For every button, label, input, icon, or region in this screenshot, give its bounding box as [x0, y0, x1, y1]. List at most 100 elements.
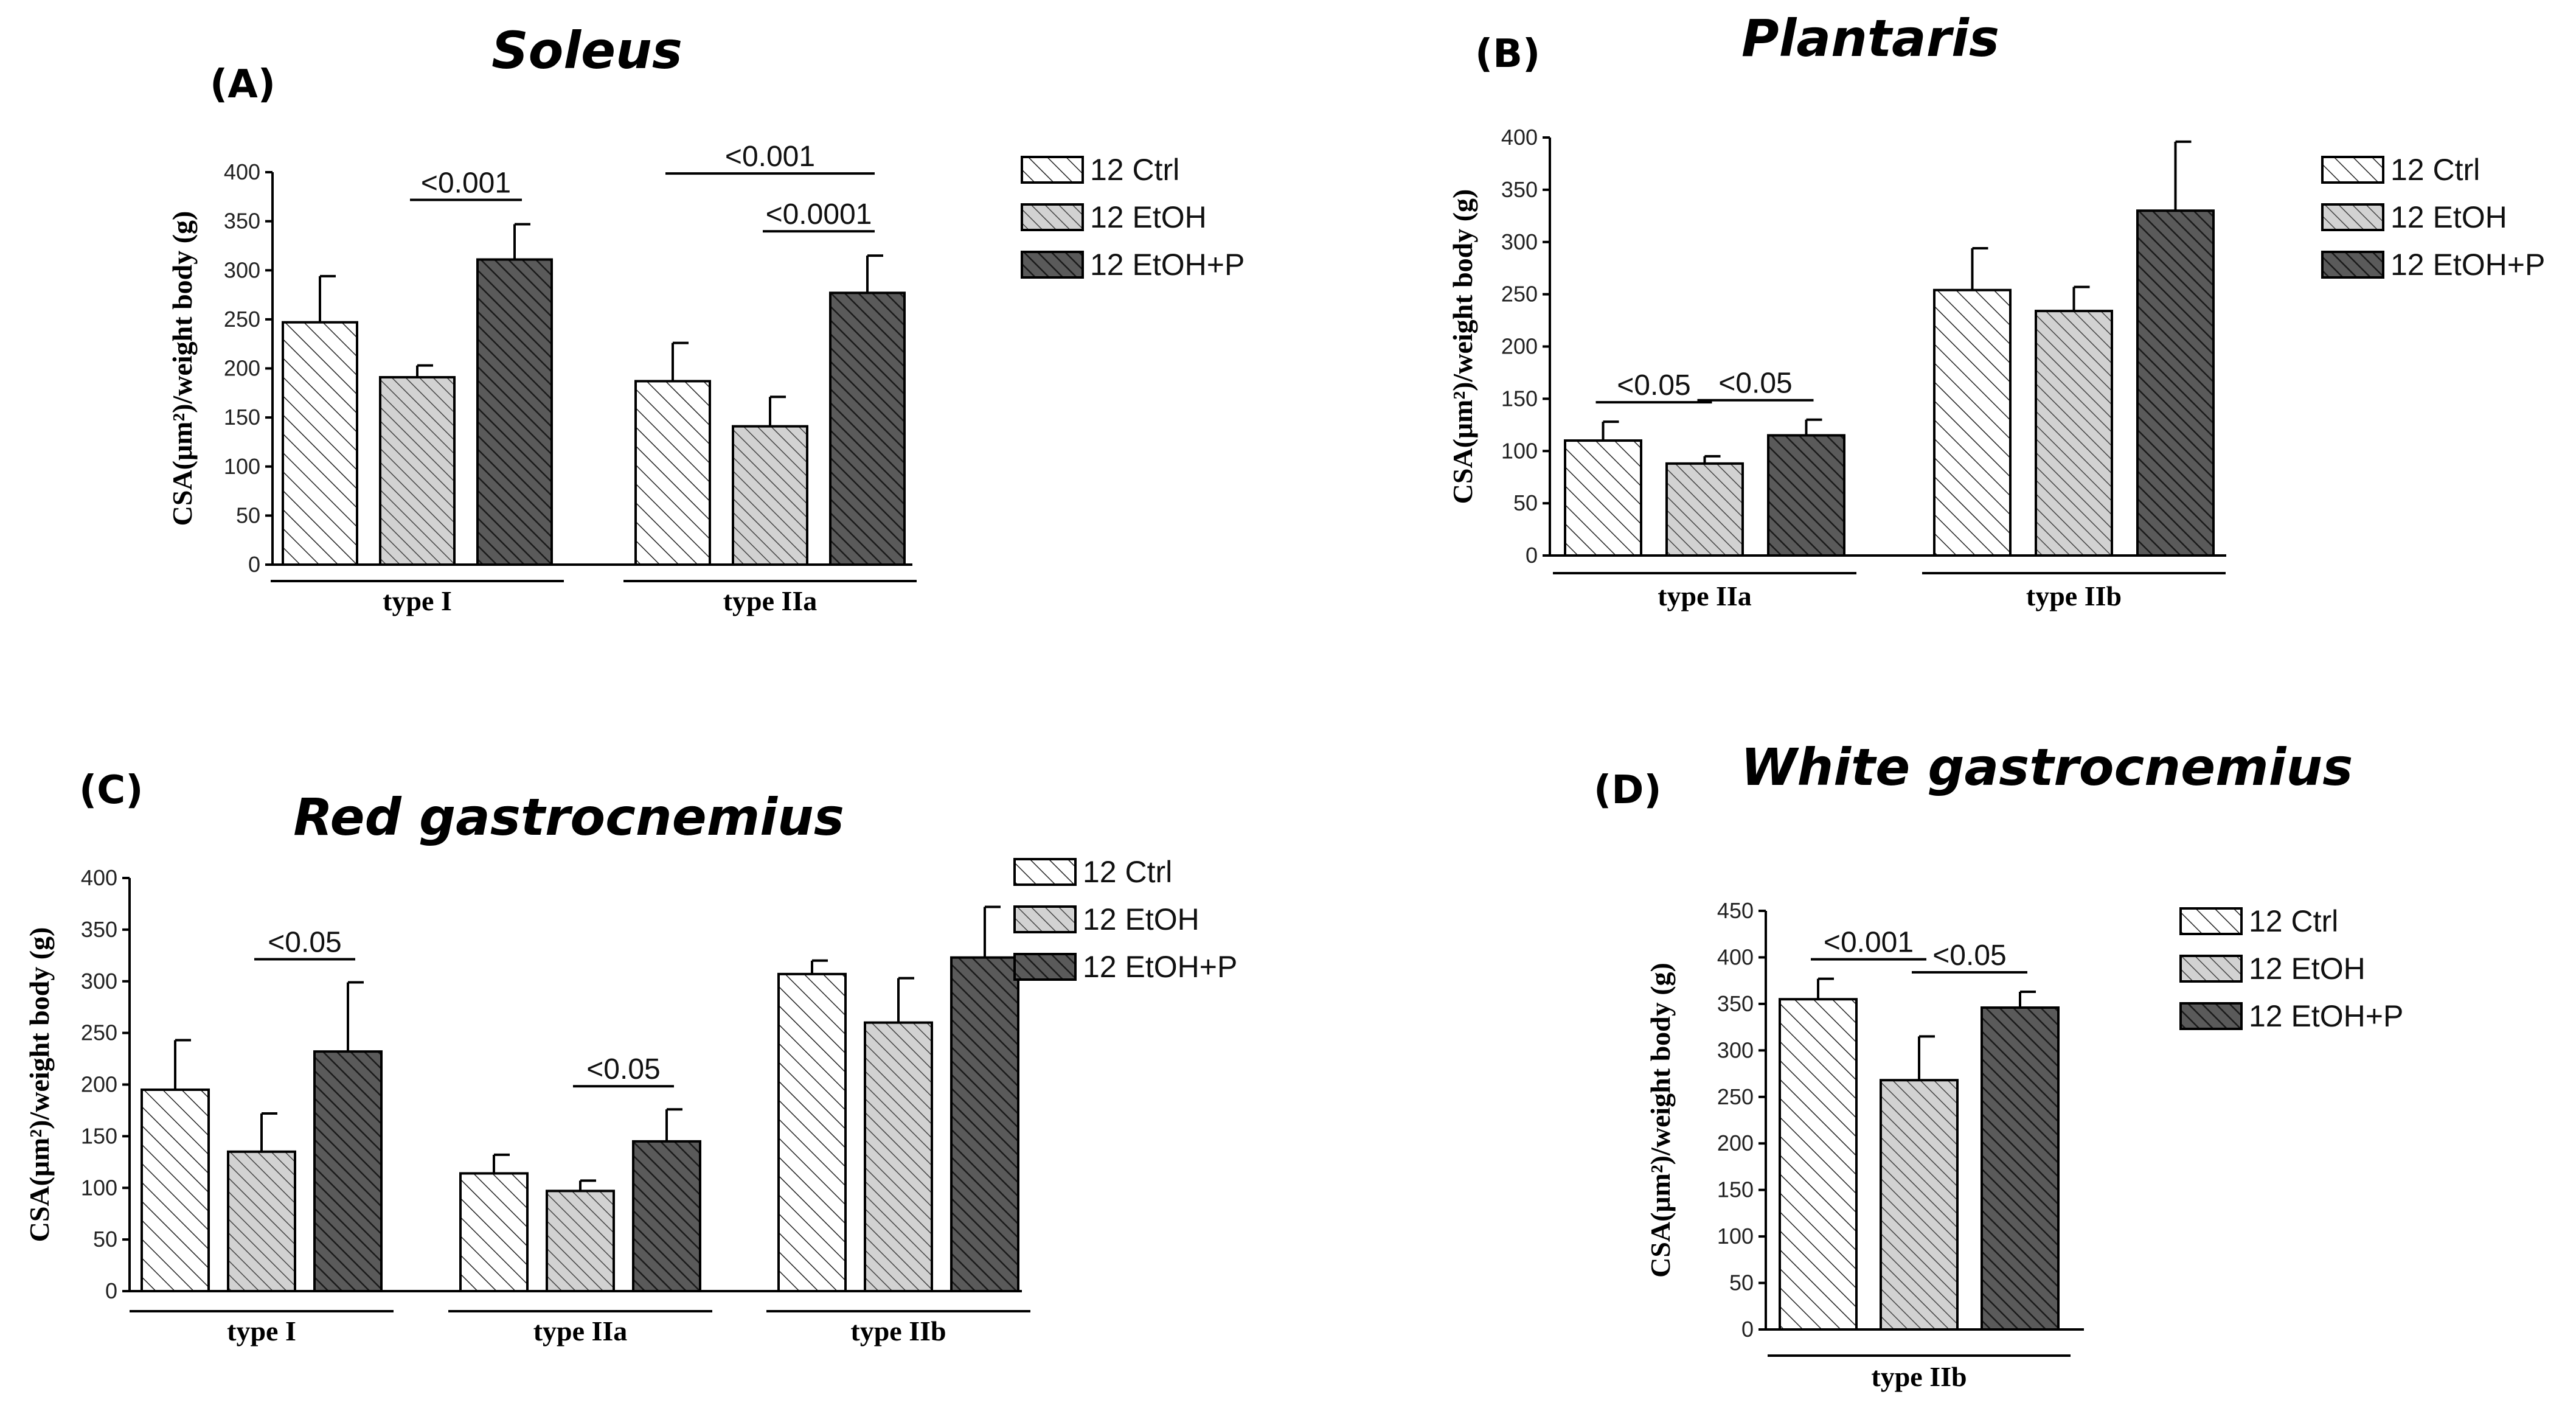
legend-label-etoh: 12 EtOH	[1090, 200, 1207, 234]
y-tick-label: 50	[236, 503, 260, 528]
chart-title: Red gastrocnemius	[293, 787, 844, 847]
panel-soleus: (A) Soleus 0 50 100 150 200 250 300 350 400 CSA(μ…	[167, 21, 1245, 616]
bar-ctrl	[1933, 288, 2012, 557]
significance-label: <0.0001	[766, 198, 872, 231]
y-tick-label: 300	[1501, 229, 1538, 254]
panel-white-gastrocnemius: (D) White gastrocnemius 0 50 100 150 200 250 3…	[1594, 737, 2403, 1392]
chart-title: White gastrocnemius	[1741, 737, 2353, 797]
legend-swatch-etohp	[1013, 953, 1077, 981]
y-tick-label: 100	[81, 1175, 117, 1200]
y-tick-label: 50	[93, 1227, 117, 1252]
y-tick-label: 450	[1717, 898, 1754, 923]
legend-swatch-etohp	[2321, 251, 2384, 279]
chart-title: Plantaris	[1741, 9, 1999, 68]
y-tick-label: 300	[224, 257, 260, 282]
y-tick-label: 200	[224, 356, 260, 381]
significance-label: <0.05	[1932, 939, 2006, 972]
y-tick-label: 400	[224, 159, 260, 184]
bar-ctrl	[459, 1172, 529, 1292]
category-label: type IIb	[2026, 580, 2122, 611]
y-tick-label: 0	[1741, 1317, 1754, 1342]
legend-swatch-etoh	[1021, 203, 1084, 231]
bar-etoh	[864, 1021, 933, 1293]
legend-label-ctrl: 12 Ctrl	[2249, 904, 2338, 938]
bar-etohp	[2136, 209, 2215, 557]
bar-etoh	[379, 376, 456, 566]
y-tick-label: 350	[1501, 177, 1538, 202]
bar-etohp	[1767, 434, 1845, 557]
panel-red-gastrocnemius: (C) Red gastrocnemius 0 50 100 150 200 250 300…	[24, 768, 1237, 1347]
bar-etoh	[1880, 1079, 1959, 1331]
y-tick-label: 250	[1501, 282, 1538, 307]
panel-plantaris: (B) Plantaris 0 50 100 150 200 250 300 350 400 CS…	[1447, 9, 2545, 611]
panel-letter: (A)	[210, 62, 276, 107]
bar-etoh	[732, 425, 808, 566]
category-label: type IIb	[1871, 1361, 1967, 1392]
y-axis-label: CSA(μm²)/weight body (g)	[167, 211, 198, 526]
y-tick-label: 150	[1501, 386, 1538, 411]
bar-ctrl	[634, 380, 711, 566]
bar-ctrl	[141, 1088, 210, 1293]
chart-title: Soleus	[491, 21, 682, 80]
category-label: type IIb	[850, 1315, 946, 1347]
legend-swatch-ctrl	[2179, 907, 2243, 935]
bar-ctrl	[1779, 998, 1858, 1331]
significance-label: <0.05	[586, 1053, 660, 1085]
y-tick-label: 150	[224, 405, 260, 430]
legend-swatch-ctrl	[1021, 156, 1084, 184]
y-tick-label: 50	[1513, 490, 1538, 515]
legend-label-ctrl: 12 Ctrl	[1083, 855, 1172, 889]
category-label: type IIa	[533, 1315, 628, 1347]
panel-letter: (B)	[1475, 32, 1540, 77]
legend-label-etoh: 12 EtOH	[2390, 200, 2507, 234]
y-tick-label: 250	[224, 307, 260, 332]
legend-label-ctrl: 12 Ctrl	[2390, 153, 2480, 187]
bar-etohp	[1981, 1006, 2060, 1331]
y-tick-label: 100	[224, 454, 260, 479]
y-tick-label: 300	[81, 969, 117, 994]
bar-etohp	[950, 956, 1019, 1292]
panel-letter: (D)	[1594, 768, 1662, 813]
legend-swatch-ctrl	[1013, 858, 1077, 886]
legend-label-etohp: 12 EtOH+P	[1083, 950, 1237, 984]
legend-swatch-etoh	[2321, 203, 2384, 231]
legend-label-etohp: 12 EtOH+P	[2249, 999, 2403, 1033]
y-tick-label: 250	[81, 1020, 117, 1045]
bar-ctrl	[1564, 439, 1642, 557]
y-tick-label: 100	[1501, 438, 1538, 463]
y-tick-label: 0	[1526, 543, 1538, 568]
bar-etoh	[2035, 310, 2113, 557]
y-tick-label: 400	[81, 865, 117, 890]
y-axis-label: CSA(μm²)/weight body (g)	[24, 927, 55, 1242]
y-tick-label: 350	[81, 917, 117, 942]
legend-label-etoh: 12 EtOH	[1083, 902, 1199, 936]
category-label: type IIa	[1658, 580, 1752, 611]
y-tick-label: 50	[1729, 1270, 1754, 1295]
bar-ctrl	[282, 321, 358, 566]
y-axis-label: CSA(μm²)/weight body (g)	[1447, 189, 1478, 504]
category-label: type I	[227, 1315, 296, 1347]
legend-swatch-etoh	[1013, 905, 1077, 933]
y-tick-label: 100	[1717, 1224, 1754, 1249]
y-tick-label: 250	[1717, 1084, 1754, 1109]
y-tick-label: 150	[81, 1123, 117, 1148]
y-tick-label: 400	[1501, 125, 1538, 150]
legend-label-etoh: 12 EtOH	[2249, 952, 2366, 986]
significance-label: <0.001	[1824, 927, 1914, 959]
y-tick-label: 300	[1717, 1037, 1754, 1062]
bar-ctrl	[777, 972, 847, 1293]
y-tick-label: 0	[248, 552, 260, 577]
significance-label: <0.001	[421, 167, 511, 199]
category-label: type I	[383, 585, 452, 616]
y-tick-label: 0	[105, 1278, 117, 1303]
legend-label-ctrl: 12 Ctrl	[1090, 153, 1179, 187]
y-axis-label: CSA(μm²)/weight body (g)	[1645, 963, 1676, 1278]
legend-swatch-etohp	[1021, 251, 1084, 279]
legend-label-etohp: 12 EtOH+P	[2390, 248, 2545, 282]
y-tick-label: 400	[1717, 944, 1754, 969]
bar-etoh	[227, 1150, 296, 1293]
legend-swatch-etohp	[2179, 1002, 2243, 1030]
y-tick-label: 200	[81, 1072, 117, 1097]
bar-etoh	[546, 1190, 615, 1293]
legend-swatch-etoh	[2179, 955, 2243, 983]
